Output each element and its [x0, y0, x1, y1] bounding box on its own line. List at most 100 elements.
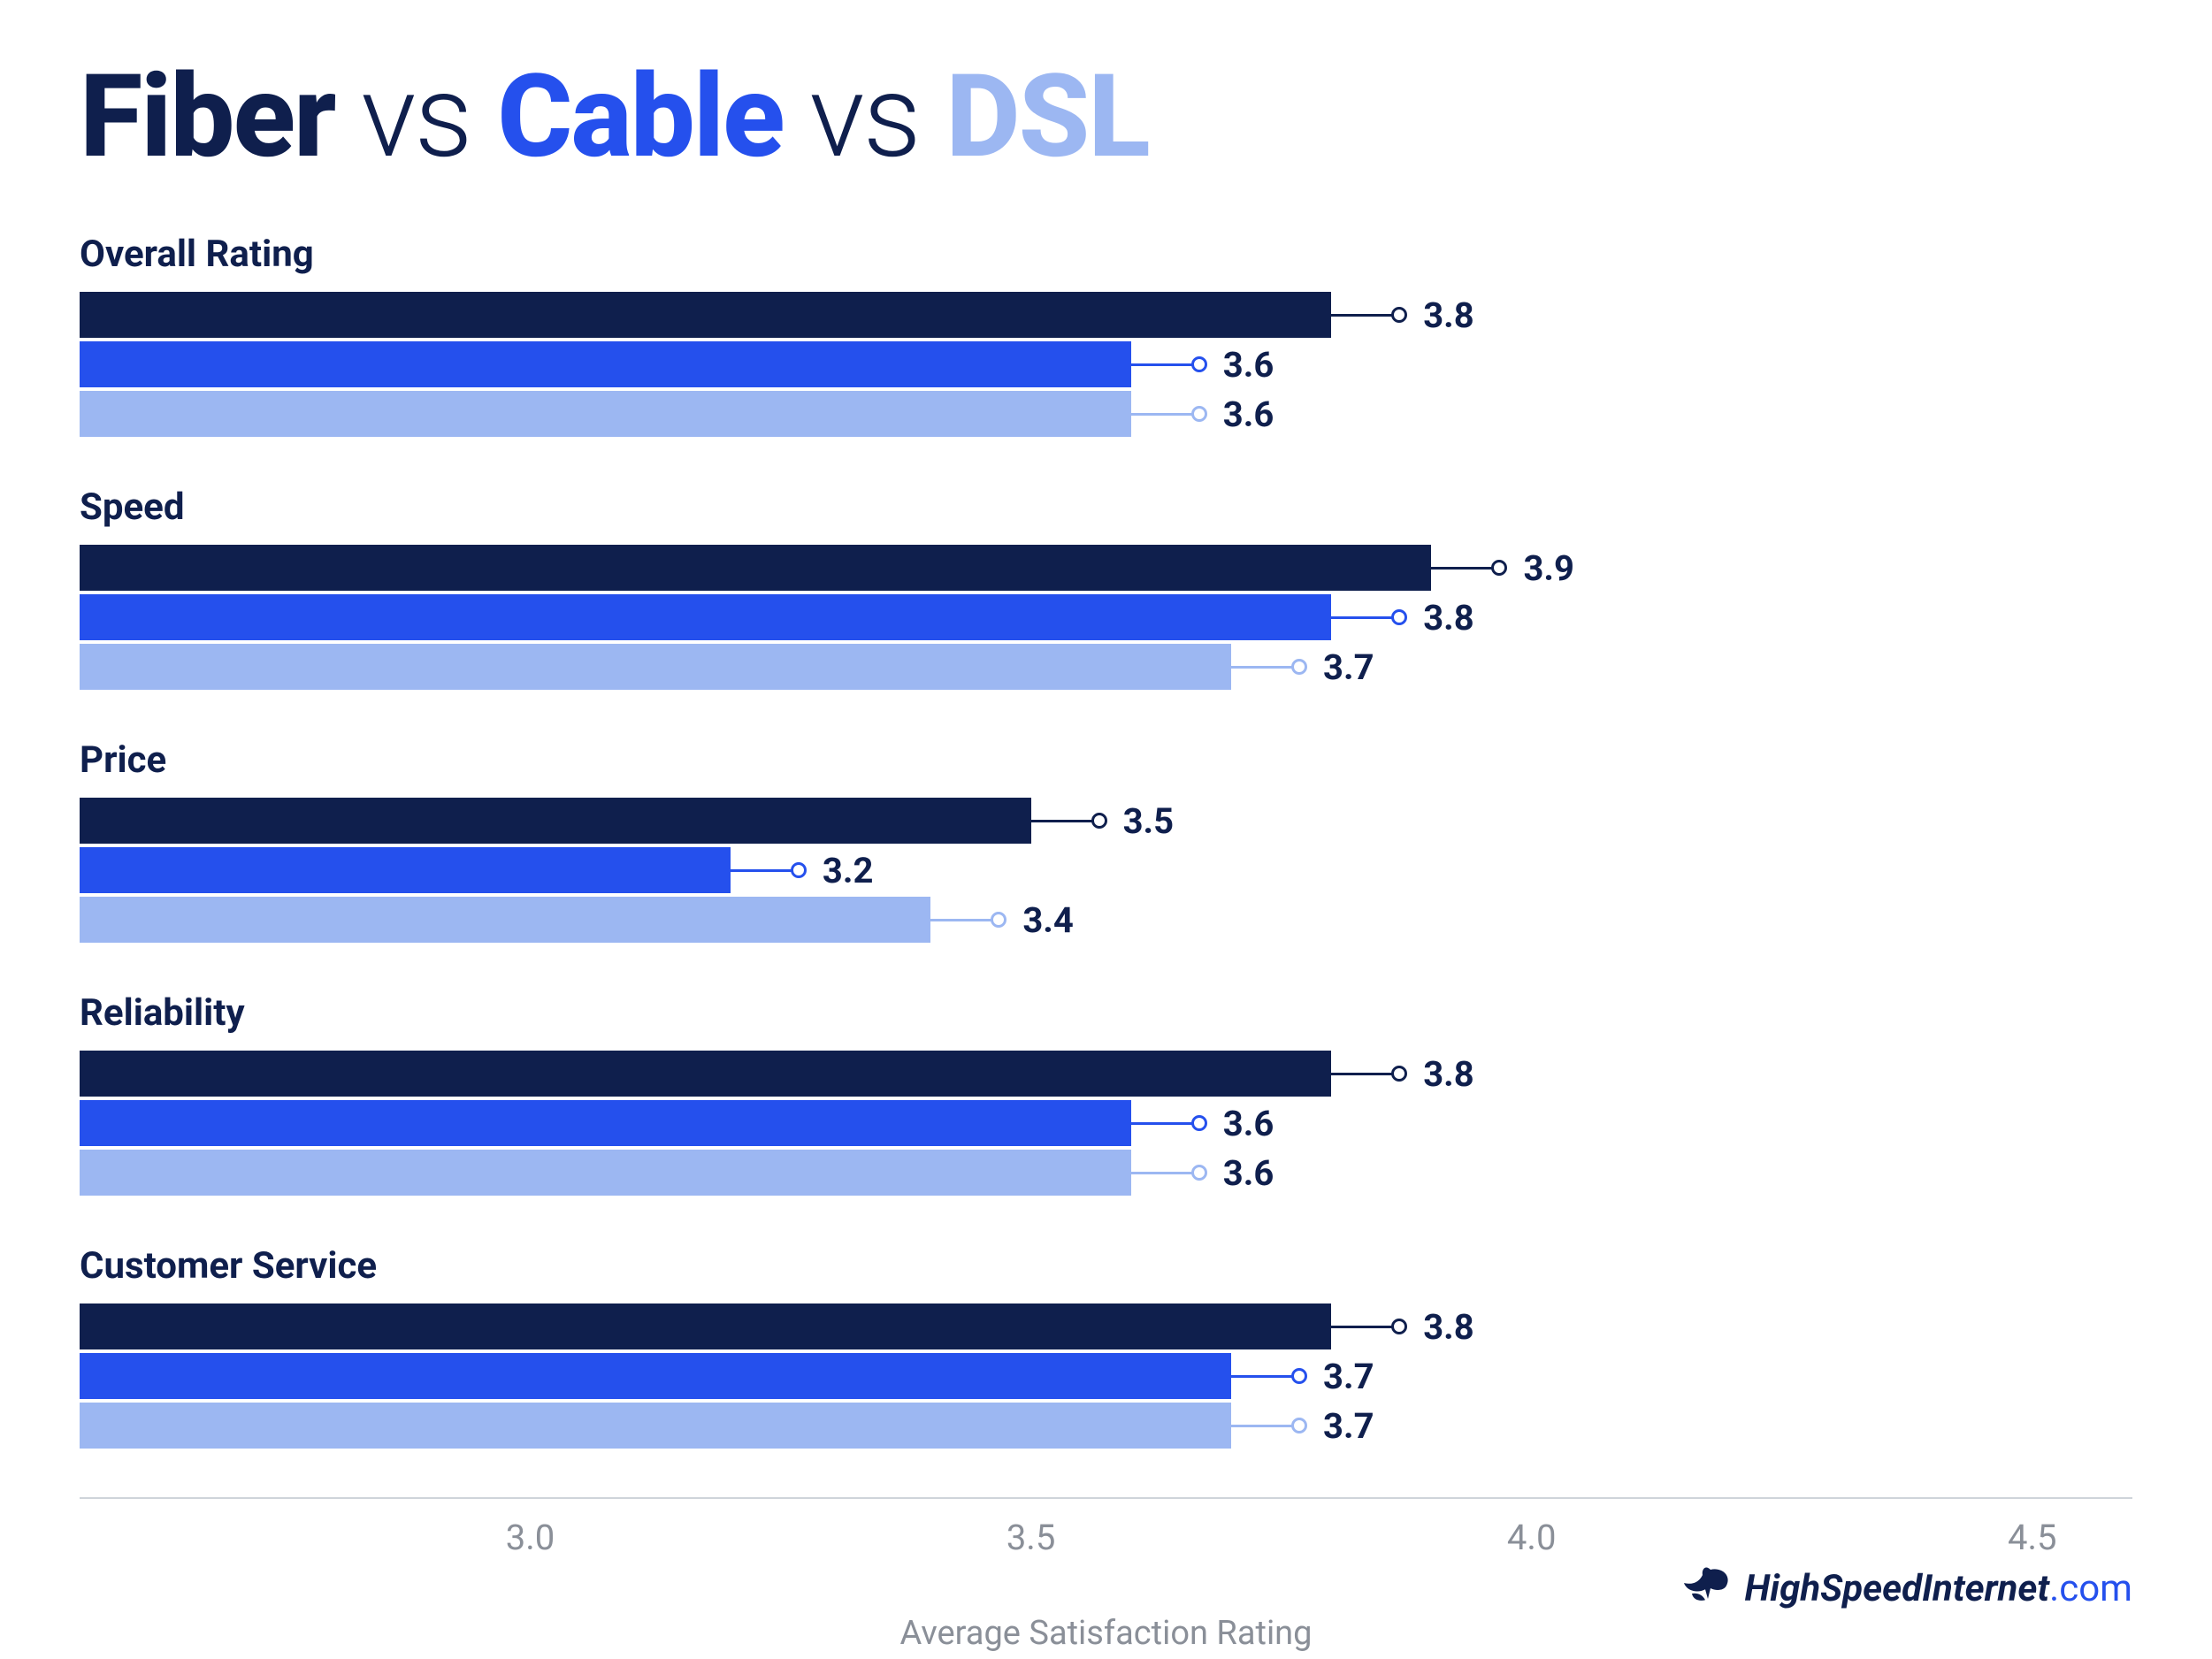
bar-value-label: 3.2	[823, 850, 874, 891]
whisker-dot-icon	[1291, 1368, 1307, 1384]
bar-set: 3.8 3.6 3.6	[80, 292, 2132, 437]
whisker-line	[1231, 1425, 1293, 1427]
bar-value-label: 3.4	[1022, 899, 1074, 941]
whisker-dot-icon	[991, 912, 1006, 928]
category-group: Speed 3.9 3.8 3.7	[80, 485, 2132, 690]
bar	[80, 644, 1231, 690]
whisker-line	[1131, 1122, 1193, 1125]
bar-set: 3.8 3.7 3.7	[80, 1304, 2132, 1449]
category-label: Speed	[80, 485, 2132, 529]
bar-row: 3.5	[80, 798, 2132, 844]
whisker-line	[1431, 567, 1493, 570]
bar	[80, 545, 1431, 591]
category-label: Price	[80, 738, 2132, 782]
bar-row: 3.4	[80, 897, 2132, 943]
bar-row: 3.6	[80, 1150, 2132, 1196]
whisker-line	[1131, 413, 1193, 416]
hummingbird-icon	[1681, 1562, 1734, 1615]
chart-title: Fiber vs Cable vs DSL	[80, 53, 2132, 180]
bar-row: 3.6	[80, 341, 2132, 387]
whisker-line	[1131, 363, 1193, 366]
bar-value-label: 3.6	[1223, 1103, 1274, 1144]
bar-value-label: 3.6	[1223, 394, 1274, 435]
x-axis-title: Average Satisfaction Rating	[80, 1614, 2132, 1653]
whisker-dot-icon	[1191, 1165, 1207, 1181]
bar-set: 3.9 3.8 3.7	[80, 545, 2132, 690]
bar-row: 3.6	[80, 391, 2132, 437]
bar-value-label: 3.8	[1423, 1053, 1474, 1095]
x-tick-label: 4.5	[2008, 1517, 2057, 1558]
whisker-dot-icon	[1491, 560, 1507, 576]
bar	[80, 1304, 1331, 1349]
bar	[80, 847, 731, 893]
bar-row: 3.7	[80, 1403, 2132, 1449]
chart-area: Overall Rating 3.8 3.6 3.6 Speed 3.9 3.8 3.7 Pri…	[80, 233, 2132, 1449]
category-group: Overall Rating 3.8 3.6 3.6	[80, 233, 2132, 437]
whisker-line	[1231, 666, 1293, 669]
bar	[80, 594, 1331, 640]
whisker-dot-icon	[1291, 659, 1307, 675]
whisker-dot-icon	[1191, 406, 1207, 422]
bar-row: 3.8	[80, 292, 2132, 338]
bar	[80, 1353, 1231, 1399]
bar-row: 3.8	[80, 1051, 2132, 1097]
category-group: Reliability 3.8 3.6 3.6	[80, 991, 2132, 1196]
whisker-line	[1131, 1172, 1193, 1174]
whisker-dot-icon	[1391, 1066, 1407, 1082]
bar-set: 3.8 3.6 3.6	[80, 1051, 2132, 1196]
bar-value-label: 3.6	[1223, 1152, 1274, 1194]
whisker-dot-icon	[791, 862, 807, 878]
whisker-dot-icon	[1291, 1418, 1307, 1433]
x-tick-label: 4.0	[1507, 1517, 1557, 1558]
whisker-dot-icon	[1191, 356, 1207, 372]
bar	[80, 292, 1331, 338]
brand-text-suffix: .com	[2049, 1567, 2132, 1610]
bar-value-label: 3.9	[1523, 547, 1574, 589]
whisker-line	[1331, 314, 1393, 317]
bar-value-label: 3.7	[1323, 1356, 1374, 1397]
whisker-line	[1231, 1375, 1293, 1378]
whisker-dot-icon	[1391, 1319, 1407, 1334]
whisker-line	[1331, 1326, 1393, 1328]
whisker-line	[1031, 820, 1093, 822]
whisker-dot-icon	[1391, 307, 1407, 323]
bar	[80, 1051, 1331, 1097]
x-tick-label: 3.0	[506, 1517, 555, 1558]
title-fiber: Fiber	[80, 49, 334, 184]
bar-row: 3.2	[80, 847, 2132, 893]
category-group: Price 3.5 3.2 3.4	[80, 738, 2132, 943]
bar-row: 3.7	[80, 1353, 2132, 1399]
bar-value-label: 3.8	[1423, 294, 1474, 336]
whisker-line	[1331, 616, 1393, 619]
whisker-line	[1331, 1073, 1393, 1075]
bar	[80, 1100, 1131, 1146]
x-axis-line	[80, 1497, 2132, 1499]
category-label: Overall Rating	[80, 233, 2132, 276]
title-cable: Cable	[497, 49, 783, 184]
whisker-dot-icon	[1191, 1115, 1207, 1131]
bar-value-label: 3.8	[1423, 1306, 1474, 1348]
whisker-dot-icon	[1091, 813, 1107, 829]
whisker-line	[930, 919, 992, 921]
bar	[80, 1403, 1231, 1449]
bar	[80, 391, 1131, 437]
bar-row: 3.9	[80, 545, 2132, 591]
title-vs1: vs	[334, 49, 497, 184]
bar-row: 3.7	[80, 644, 2132, 690]
bar	[80, 897, 930, 943]
bar	[80, 1150, 1131, 1196]
category-group: Customer Service 3.8 3.7 3.7	[80, 1244, 2132, 1449]
brand-text: HighSpeedInternet.com	[1745, 1567, 2132, 1610]
x-tick-label: 3.5	[1006, 1517, 1056, 1558]
bar-value-label: 3.5	[1123, 800, 1175, 842]
category-label: Reliability	[80, 991, 2132, 1035]
bar-value-label: 3.8	[1423, 597, 1474, 638]
brand-text-main: HighSpeedInternet	[1745, 1567, 2050, 1610]
bar	[80, 798, 1031, 844]
bar-value-label: 3.7	[1323, 1405, 1374, 1447]
whisker-line	[731, 869, 792, 872]
category-label: Customer Service	[80, 1244, 2132, 1288]
bar-row: 3.8	[80, 1304, 2132, 1349]
bar-value-label: 3.6	[1223, 344, 1274, 386]
brand-logo: HighSpeedInternet.com	[1681, 1562, 2132, 1615]
